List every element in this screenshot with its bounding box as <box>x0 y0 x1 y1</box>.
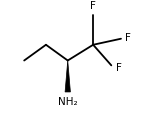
Text: F: F <box>125 33 131 43</box>
Polygon shape <box>65 60 70 92</box>
Text: NH₂: NH₂ <box>58 97 78 107</box>
Text: F: F <box>116 63 121 73</box>
Text: F: F <box>90 1 96 11</box>
